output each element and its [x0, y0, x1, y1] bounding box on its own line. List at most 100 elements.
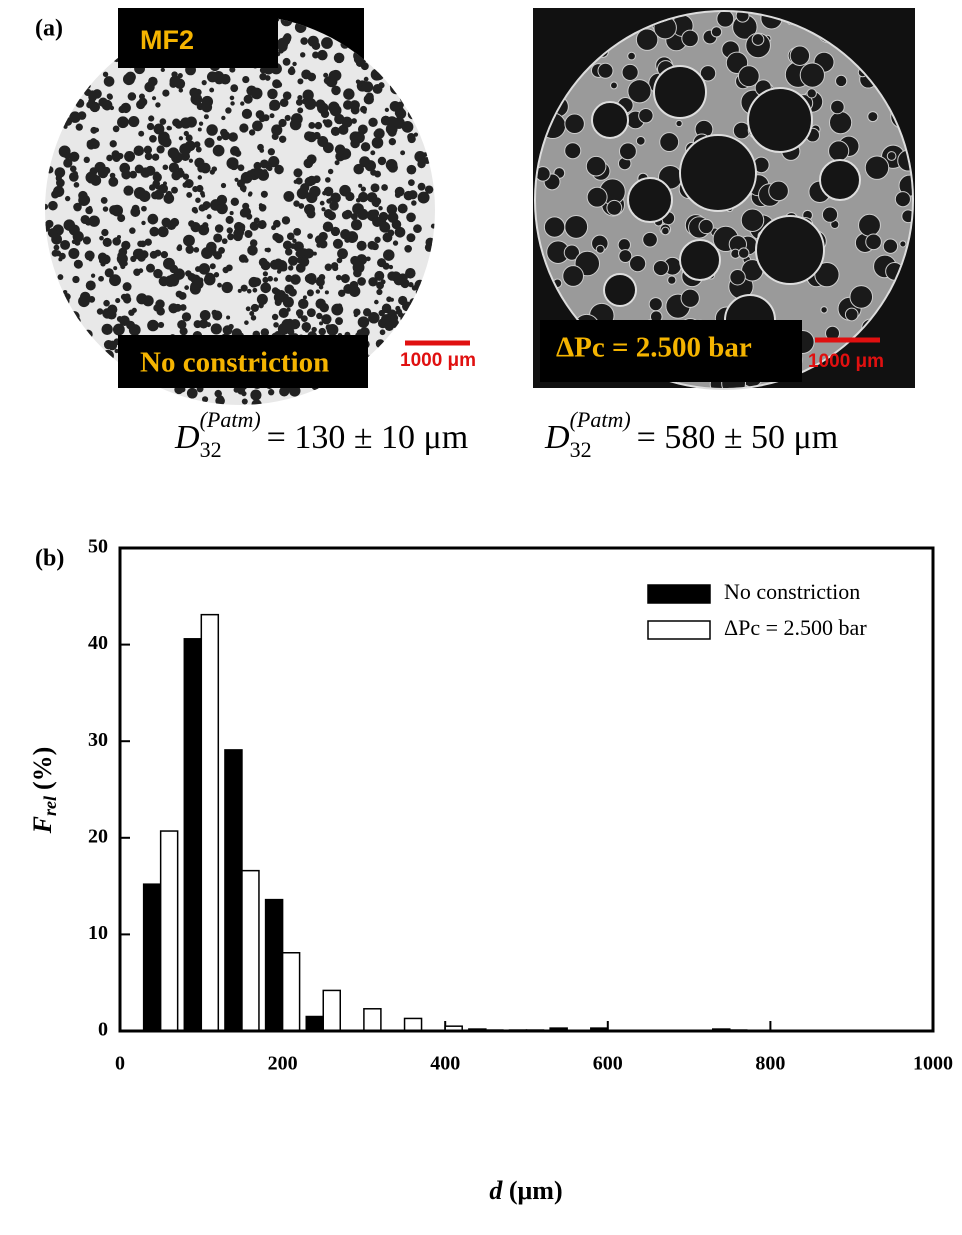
bubble	[46, 341, 58, 353]
bubble	[268, 389, 275, 396]
bubble	[894, 191, 911, 208]
bubble	[412, 385, 418, 390]
bubble	[63, 359, 75, 371]
bubble	[49, 99, 57, 107]
bubble	[336, 257, 343, 264]
bubble	[83, 329, 93, 340]
bubble	[365, 28, 372, 35]
bubble	[99, 235, 104, 241]
bubble	[162, 181, 168, 186]
bubble	[198, 263, 211, 275]
bubble	[45, 341, 50, 350]
bubble	[209, 87, 215, 93]
bubble	[226, 227, 233, 234]
bubble	[278, 135, 287, 143]
bubble	[76, 19, 84, 27]
bubble	[395, 395, 404, 404]
bubble	[181, 312, 192, 322]
bubble	[400, 150, 406, 156]
bubble	[238, 254, 248, 263]
y-tick-label: 40	[88, 632, 108, 654]
bubble	[828, 111, 853, 135]
bubble	[200, 162, 211, 174]
bubble	[423, 45, 431, 53]
bubble	[350, 219, 363, 231]
bubble	[75, 33, 84, 42]
bubble	[158, 400, 164, 405]
bubble	[564, 214, 589, 239]
bubble	[167, 126, 172, 131]
bubble	[112, 125, 120, 133]
bubble	[259, 148, 265, 153]
bubble	[178, 88, 184, 93]
bubble	[267, 88, 278, 100]
bubble	[47, 91, 57, 101]
bubble	[262, 271, 269, 277]
bubble	[638, 107, 654, 124]
bubble	[315, 392, 326, 403]
bubble	[109, 274, 121, 287]
bubble	[121, 240, 131, 251]
bubble	[221, 238, 228, 245]
bubble	[387, 397, 399, 405]
bubble	[178, 136, 184, 141]
chart: 0 10 20 30 40 50 0 200 400 600 800 1000 No constrict…	[88, 536, 953, 1075]
bubble	[356, 329, 364, 337]
bubble	[84, 88, 92, 97]
bubble	[160, 393, 173, 405]
bubble	[193, 247, 200, 253]
bubble	[230, 84, 239, 93]
bubble	[155, 299, 165, 309]
bubble	[184, 285, 190, 290]
bubble	[279, 98, 289, 108]
bubble	[563, 244, 580, 261]
y-axis-label: Frel(%)	[28, 747, 60, 835]
bubble	[100, 371, 113, 384]
bubble	[300, 301, 305, 307]
bubble	[318, 327, 326, 336]
bubble	[194, 266, 201, 272]
legend-swatch	[647, 620, 711, 640]
bubble	[149, 184, 156, 191]
bubble	[337, 248, 348, 260]
bubble	[399, 95, 407, 103]
bubble	[755, 215, 825, 285]
y-tick-label: 0	[98, 1019, 108, 1041]
bubble	[68, 91, 80, 103]
bubble	[293, 200, 300, 207]
bubble	[323, 72, 329, 78]
bubble	[209, 263, 216, 270]
bubble	[280, 264, 288, 272]
bubble	[379, 329, 386, 336]
bubble	[51, 233, 63, 245]
bubble	[98, 275, 104, 282]
bubble	[117, 116, 129, 129]
image-label: MF2	[140, 25, 194, 55]
x-tick-label: 1000	[913, 1053, 953, 1075]
bubble	[297, 78, 304, 85]
bubble	[425, 90, 432, 97]
bubble	[606, 199, 623, 216]
bubble	[148, 76, 158, 87]
bubble	[239, 208, 249, 218]
bubble	[259, 159, 269, 169]
bubble	[244, 229, 253, 239]
bubble	[242, 202, 250, 210]
bubble	[58, 257, 63, 262]
bubble	[75, 123, 83, 131]
bubble	[65, 321, 74, 329]
bubble	[78, 377, 88, 387]
bubble	[384, 338, 396, 351]
bubble	[324, 263, 333, 271]
bubble	[564, 113, 585, 135]
bubble	[267, 148, 275, 156]
bubble	[128, 116, 140, 128]
bubble	[250, 315, 257, 321]
bubble	[100, 18, 109, 28]
bubble	[98, 97, 108, 107]
bubble	[66, 338, 77, 348]
bubble	[377, 364, 388, 375]
bubble	[157, 321, 165, 329]
bubble	[121, 169, 131, 180]
bubble	[45, 335, 52, 347]
